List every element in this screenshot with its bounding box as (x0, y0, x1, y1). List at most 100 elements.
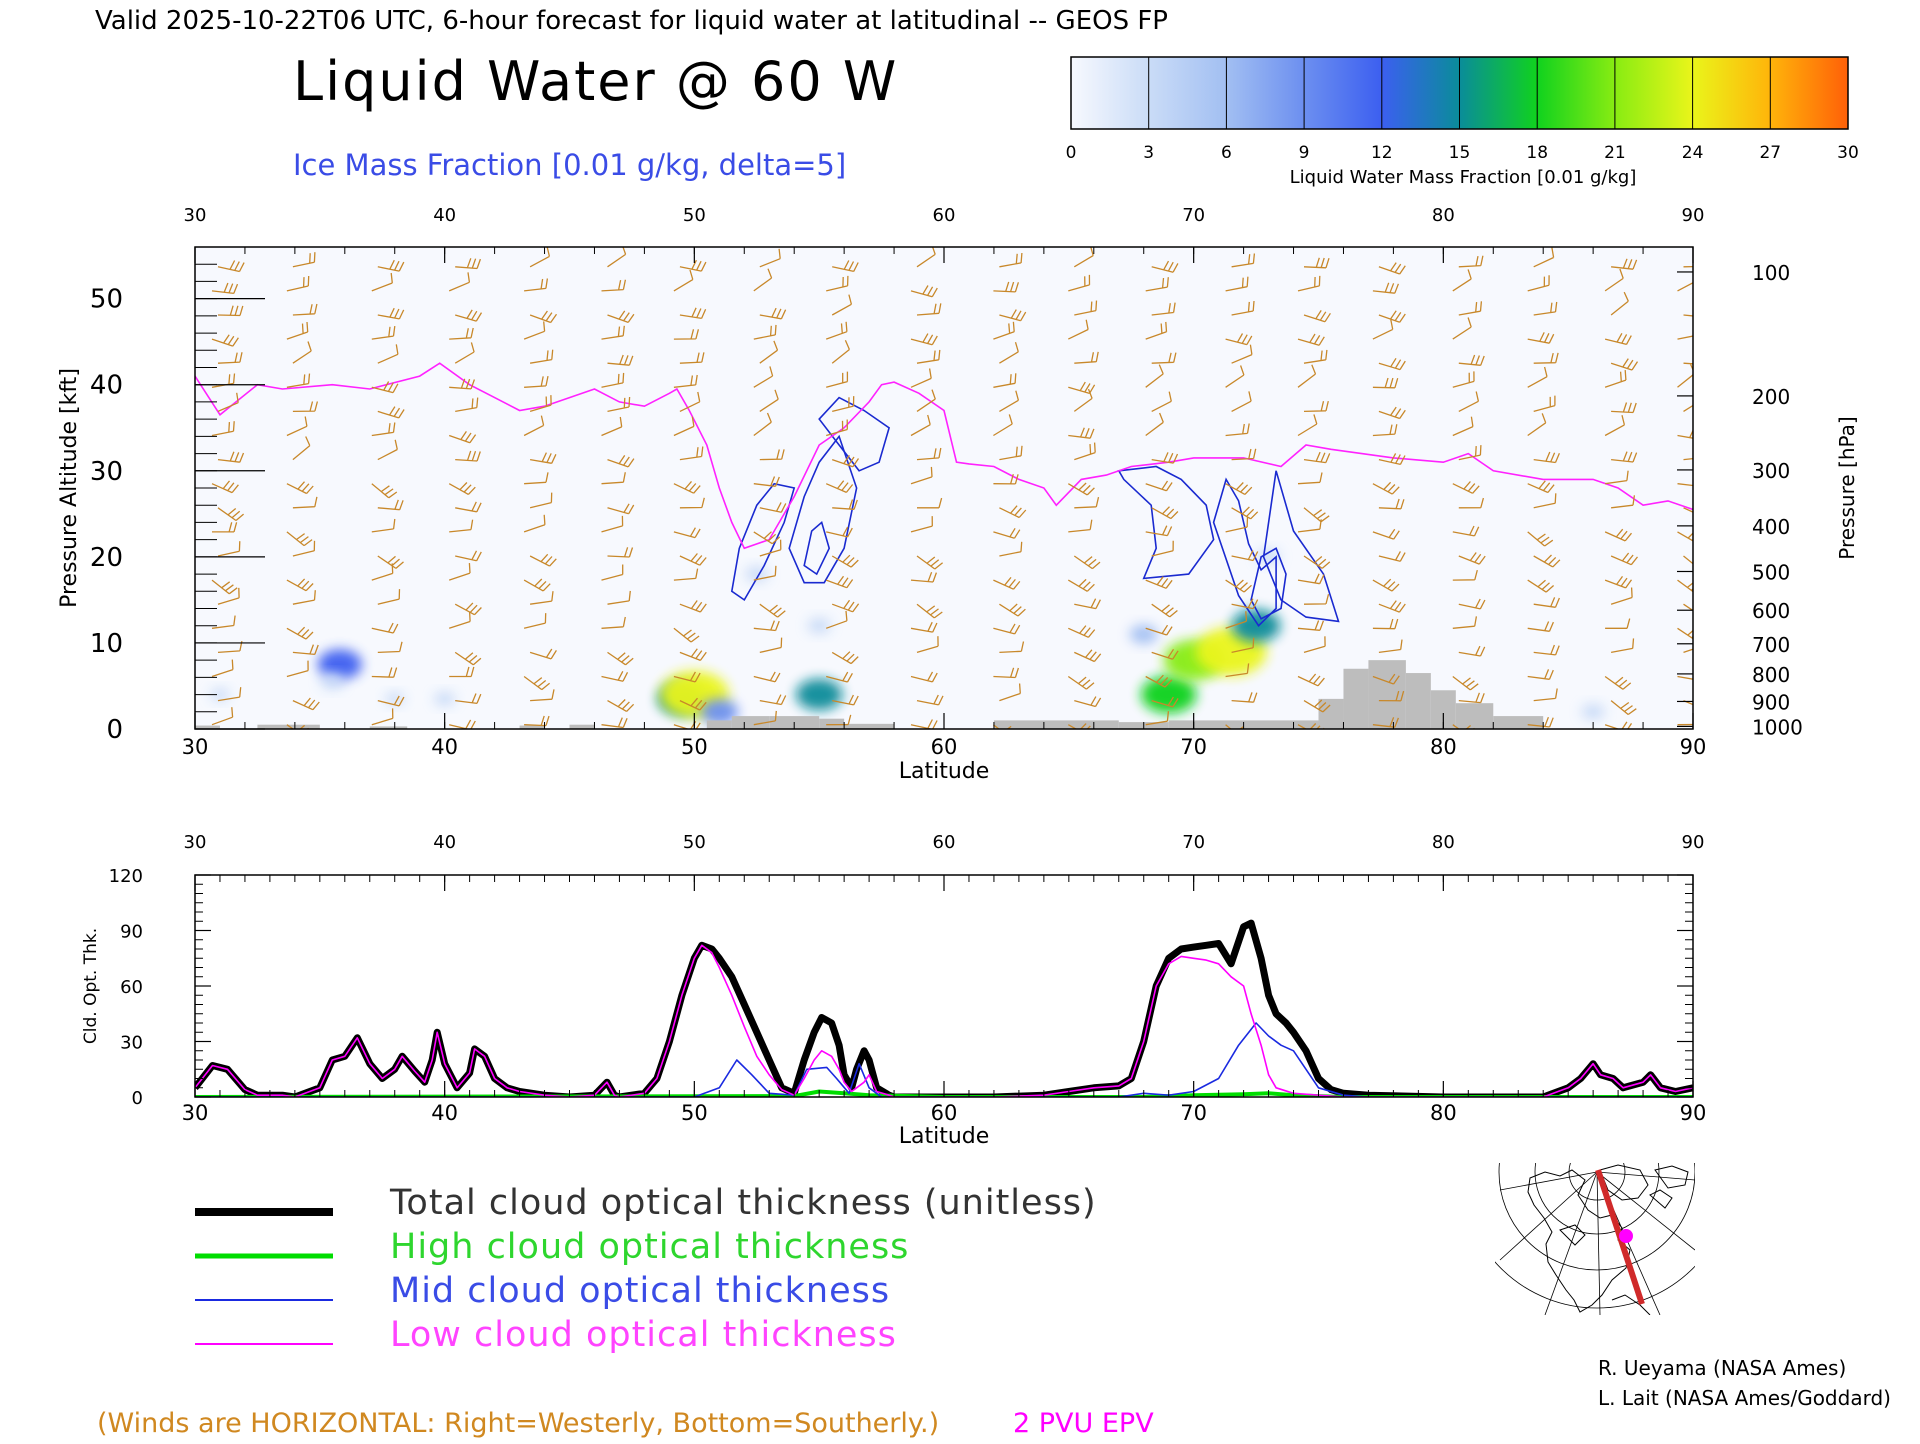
wind-barb (1610, 291, 1629, 316)
wind-barb (1611, 402, 1637, 414)
wind-barb (1372, 282, 1400, 294)
wind-barb (1225, 517, 1249, 533)
wind-barb (530, 689, 555, 702)
wind-barb (999, 252, 1023, 268)
wind-barb (826, 526, 853, 538)
pressure-tick-label: 500 (1752, 560, 1790, 584)
pressure-tick-label: 700 (1752, 633, 1790, 657)
colorbar-tick-label: 21 (1604, 143, 1626, 163)
bottom-x-tick-label-upper: 80 (1432, 832, 1455, 853)
wind-barb (1458, 692, 1485, 704)
wind-barb (1533, 395, 1556, 413)
wind-barb (916, 349, 941, 364)
wind-barb (1378, 453, 1406, 466)
wind-barb (1458, 645, 1486, 657)
bottom-y-tick-label: 60 (120, 977, 143, 998)
top-y-tick-label: 0 (106, 715, 123, 745)
wind-barb (679, 446, 704, 461)
wind-barb (286, 321, 309, 340)
wind-barb (1225, 365, 1245, 388)
bottom-y-tick-label: 0 (132, 1088, 143, 1109)
terrain-block (844, 723, 895, 729)
wind-barb (999, 445, 1023, 461)
top-ylabel: Pressure Altitude [kft] (57, 368, 82, 608)
wind-barb (286, 373, 311, 388)
optical-thickness-axes: 30 30 40 40 50 50 60 60 70 70 80 80 90 90 0 30 60 90 120 (109, 832, 1707, 1125)
wind-barb (1378, 690, 1405, 702)
wind-barb (999, 342, 1019, 364)
wind-barb (1297, 573, 1325, 585)
wind-barb (1677, 335, 1693, 340)
wind-barb (1677, 675, 1693, 680)
wind-barb (753, 412, 772, 437)
wind-barb (1303, 310, 1331, 323)
wind-barb (601, 325, 625, 340)
liquid-water-blob (1256, 548, 1281, 566)
top-y-tick-label: 20 (90, 543, 123, 573)
ice-contour (1117, 465, 1215, 580)
wind-barb (529, 492, 553, 509)
wind-barb (673, 269, 694, 292)
wind-barb (1604, 528, 1633, 542)
wind-barb (211, 282, 239, 295)
wind-barb (1604, 268, 1624, 292)
wind-barb (916, 247, 936, 268)
locator-map (1495, 1163, 1695, 1315)
colorbar-tick-label: 24 (1682, 143, 1704, 163)
wind-barb (1145, 576, 1173, 589)
colorbar-tick-label: 18 (1526, 143, 1548, 163)
wind-barb (449, 666, 475, 678)
top-x-tick-label: 80 (1430, 735, 1457, 759)
top-x-tick-label: 30 (182, 735, 209, 759)
wind-barb (1527, 579, 1555, 593)
pressure-tick-label: 100 (1752, 261, 1790, 285)
wind-barb (1458, 445, 1482, 461)
wind-barb (826, 275, 849, 292)
wind-barb (1372, 319, 1394, 340)
wind-barb (1527, 480, 1555, 494)
wind-barb (679, 553, 707, 566)
wind-barb (211, 421, 235, 437)
wind-barb (1303, 257, 1330, 269)
wind-barb (448, 563, 471, 581)
wind-barb (1372, 618, 1399, 630)
wind-barb (753, 671, 781, 683)
wind-barb (530, 591, 554, 605)
wind-barb (292, 540, 316, 557)
wind-barb (1068, 274, 1091, 292)
wind-barb (679, 648, 707, 662)
top-x-tick-label: 40 (431, 735, 458, 759)
wind-barb (993, 373, 1017, 388)
wind-barb (1073, 388, 1093, 412)
liquid-water-blob (384, 692, 405, 706)
wind-barb (601, 372, 625, 388)
wind-barb (1303, 636, 1326, 654)
wind-barb (673, 568, 699, 581)
wind-barb (1677, 627, 1693, 640)
wind-barb (753, 565, 777, 581)
wind-barb (523, 613, 547, 629)
wind-barb (1303, 594, 1330, 605)
wind-barb (1297, 673, 1325, 687)
wind-barb (455, 450, 481, 462)
wind-barb (1303, 349, 1328, 364)
wind-barb (759, 637, 783, 654)
wind-barb (910, 368, 932, 388)
wind-barb (1611, 451, 1638, 463)
wind-barb (999, 505, 1027, 519)
wind-barb (454, 651, 482, 666)
wind-barb (1378, 551, 1406, 562)
wind-barb (831, 294, 853, 316)
wind-barb (217, 352, 243, 364)
wind-barb (1297, 414, 1318, 437)
wind-barb (993, 623, 1021, 635)
locator-map-marker (1619, 1229, 1633, 1243)
wind-barb (999, 390, 1020, 412)
wind-barb (1604, 370, 1627, 388)
bottom-x-tick-label: 50 (681, 1101, 708, 1125)
wind-barb (1151, 603, 1178, 618)
wind-barb (831, 340, 850, 364)
wind-barb (286, 416, 308, 437)
wind-barb (1677, 579, 1693, 593)
